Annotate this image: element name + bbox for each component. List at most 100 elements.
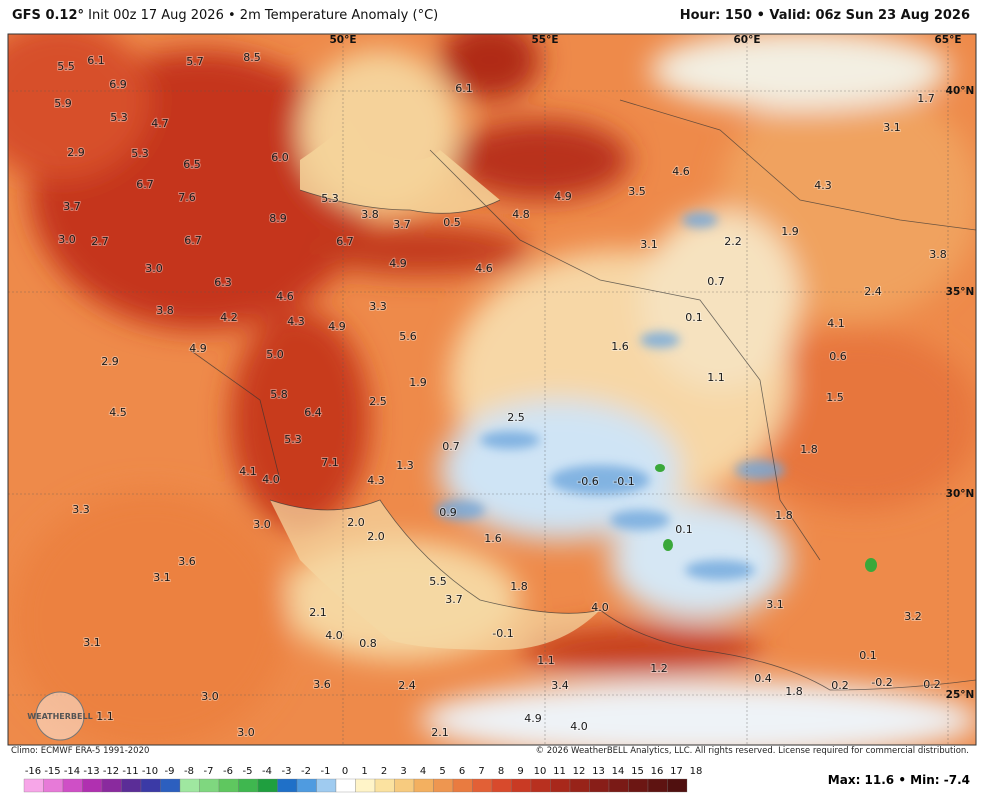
colorbar-tick-label: 17 — [670, 766, 683, 777]
colorbar-tick-label: -15 — [44, 766, 60, 777]
anomaly-label: 4.6 — [672, 165, 690, 178]
anomaly-label: 6.1 — [87, 54, 105, 67]
anomaly-label: 4.0 — [591, 601, 609, 614]
colorbar-tick-label: 13 — [592, 766, 605, 777]
colorbar-tick-label: 9 — [517, 766, 523, 777]
anomaly-label: 1.8 — [510, 580, 528, 593]
anomaly-label: 6.3 — [214, 276, 232, 289]
colorbar-tick-label: 16 — [651, 766, 664, 777]
colorbar-segment — [101, 778, 122, 793]
anomaly-label: 0.1 — [859, 649, 877, 662]
anomaly-label: 1.9 — [781, 225, 799, 238]
colorbar: -16 -15 -14 -13 -12 -11 -10 -9 -8 -7 -6 -5 -4 -3 -2 -1 0… — [23, 766, 703, 793]
anomaly-label: 3.0 — [253, 518, 271, 531]
anomaly-label: 5.3 — [131, 147, 149, 160]
colorbar-segment — [296, 778, 317, 793]
anomaly-label: 3.6 — [313, 678, 331, 691]
anomaly-label: 4.9 — [328, 320, 346, 333]
anomaly-label: 1.1 — [707, 371, 725, 384]
anomaly-label: 5.0 — [266, 348, 284, 361]
anomaly-label: 5.7 — [186, 55, 204, 68]
colorbar-tick-label: 6 — [459, 766, 465, 777]
colorbar-tick-label: -10 — [142, 766, 158, 777]
anomaly-label: 4.6 — [276, 290, 294, 303]
anomaly-label: 5.5 — [429, 575, 447, 588]
colorbar-tick-label: -13 — [83, 766, 99, 777]
colorbar-segment — [199, 778, 220, 793]
anomaly-label: 8.9 — [269, 212, 287, 225]
anomaly-label: 3.8 — [361, 208, 379, 221]
anomaly-label: 3.8 — [929, 248, 947, 261]
anomaly-label: 3.7 — [393, 218, 411, 231]
longitude-label: 65°E — [934, 34, 961, 46]
colorbar-segment — [43, 778, 64, 793]
logo-mark — [35, 691, 85, 741]
colorbar-segment — [179, 778, 200, 793]
colorbar-tick-label: 0 — [342, 766, 348, 777]
model: GFS 0.12° — [12, 8, 85, 23]
anomaly-label: 2.5 — [507, 411, 525, 424]
colorbar-tick-label: -8 — [184, 766, 194, 777]
anomaly-label: 1.5 — [826, 391, 844, 404]
anomaly-label: 2.9 — [67, 146, 85, 159]
colorbar-segment — [374, 778, 395, 793]
anomaly-label: 4.0 — [325, 629, 343, 642]
field: 2m Temperature Anomaly (°C) — [239, 8, 439, 23]
colorbar-segment — [218, 778, 239, 793]
anomaly-label: 5.8 — [270, 388, 288, 401]
colorbar-segment — [121, 778, 142, 793]
anomaly-label: 0.1 — [685, 311, 703, 324]
anomaly-label: 2.0 — [367, 530, 385, 543]
latitude-label: 30°N — [946, 488, 975, 500]
anomaly-label: 3.1 — [640, 238, 658, 251]
colorbar-segment — [23, 778, 44, 793]
anomaly-label: 6.7 — [184, 234, 202, 247]
colorbar-tick-label: 12 — [573, 766, 586, 777]
colorbar-tick-label: 18 — [690, 766, 703, 777]
anomaly-label: -0.1 — [492, 627, 513, 640]
colorbar-segment — [394, 778, 415, 793]
anomaly-label: 6.4 — [304, 406, 322, 419]
anomaly-label: 6.9 — [109, 78, 127, 91]
anomaly-label: 1.9 — [409, 376, 427, 389]
colorbar-tick-label: -1 — [321, 766, 331, 777]
anomaly-label: 2.5 — [369, 395, 387, 408]
anomaly-label: -0.2 — [871, 676, 892, 689]
colorbar-tick-label: -5 — [243, 766, 253, 777]
latitude-label: 25°N — [946, 689, 975, 701]
anomaly-label: 4.9 — [524, 712, 542, 725]
colorbar-tick-label: -11 — [122, 766, 138, 777]
anomaly-label: 0.2 — [923, 678, 941, 691]
colorbar-tick-label: -4 — [262, 766, 272, 777]
anomaly-label: 4.9 — [389, 257, 407, 270]
colorbar-segment — [62, 778, 83, 793]
anomaly-label: 5.9 — [54, 97, 72, 110]
anomaly-label: 6.0 — [271, 151, 289, 164]
colorbar-tick-label: 3 — [400, 766, 406, 777]
copyright: © 2026 WeatherBELL Analytics, LLC. All r… — [532, 746, 972, 756]
anomaly-label: 4.9 — [554, 190, 572, 203]
anomaly-label: 2.0 — [347, 516, 365, 529]
anomaly-label: 0.2 — [831, 679, 849, 692]
colorbar-segment — [82, 778, 103, 793]
latitude-label: 35°N — [946, 286, 975, 298]
anomaly-label: 6.5 — [183, 158, 201, 171]
anomaly-label: 5.3 — [321, 192, 339, 205]
anomaly-label: 5.3 — [284, 433, 302, 446]
colorbar-tick-label: 11 — [553, 766, 566, 777]
map-field — [8, 34, 976, 745]
colorbar-tick-label: 4 — [420, 766, 426, 777]
colorbar-tick-label: 14 — [612, 766, 625, 777]
colorbar-segment — [667, 778, 688, 793]
anomaly-label: 4.3 — [367, 474, 385, 487]
anomaly-label: 2.1 — [309, 606, 327, 619]
colorbar-segment — [530, 778, 551, 793]
anomaly-label: 2.2 — [724, 235, 742, 248]
anomaly-label: 3.1 — [83, 636, 101, 649]
separator: • — [227, 8, 236, 23]
anomaly-label: 1.6 — [611, 340, 629, 353]
map-frame — [7, 33, 977, 746]
colorbar-tick-label: -2 — [301, 766, 311, 777]
